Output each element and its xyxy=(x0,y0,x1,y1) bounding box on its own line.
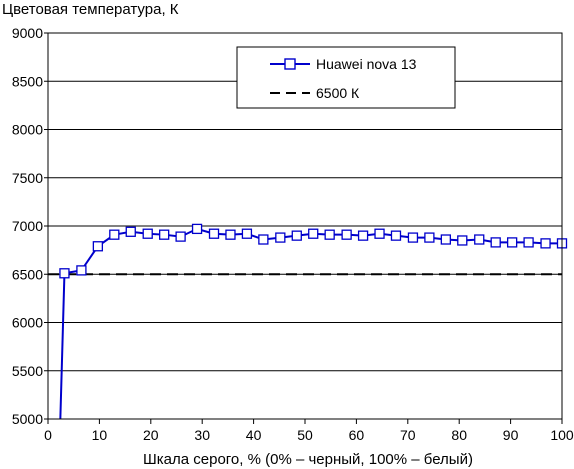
data-point xyxy=(407,232,419,243)
data-point xyxy=(125,226,136,237)
x-tick-label: 70 xyxy=(400,427,416,443)
data-point xyxy=(357,230,369,241)
y-axis-title: Цветовая температура, К xyxy=(2,1,179,18)
data-point xyxy=(59,268,70,279)
series-line xyxy=(59,227,562,420)
data-point xyxy=(490,237,501,248)
y-tick-label: 8500 xyxy=(12,73,43,89)
y-tick-label: 6000 xyxy=(12,315,43,331)
x-tick-label: 20 xyxy=(143,427,159,443)
plot-area-border xyxy=(47,32,563,420)
gridlines xyxy=(48,80,562,372)
data-point xyxy=(142,228,153,239)
data-point xyxy=(308,228,319,239)
y-tick-label: 7000 xyxy=(12,218,43,234)
data-point xyxy=(424,232,435,243)
data-point xyxy=(523,237,534,248)
x-tick-label: 100 xyxy=(550,427,574,443)
data-point xyxy=(225,229,236,240)
legend-marker-main xyxy=(284,58,296,70)
data-point xyxy=(92,241,104,252)
y-tick-label: 9000 xyxy=(12,25,43,41)
data-point xyxy=(291,230,302,241)
data-point xyxy=(457,235,468,246)
x-tick-label: 40 xyxy=(246,427,262,443)
data-point xyxy=(540,238,551,249)
data-point xyxy=(191,223,203,235)
y-tick-label: 8000 xyxy=(12,122,43,138)
y-tick-labels: 5000 5500 6000 6500 7000 7500 8000 8500 9000 xyxy=(12,25,48,427)
data-point xyxy=(109,229,120,240)
legend-box xyxy=(236,46,456,109)
x-tick-label: 90 xyxy=(503,427,519,443)
data-point xyxy=(175,231,186,242)
x-tick-label: 80 xyxy=(451,427,467,443)
x-tick-marks xyxy=(47,419,563,424)
y-tick-label: 7500 xyxy=(12,170,43,186)
data-point xyxy=(374,228,385,239)
data-point xyxy=(241,228,253,239)
main-series xyxy=(59,223,568,420)
data-point xyxy=(474,234,485,245)
data-point xyxy=(76,265,87,276)
x-tick-labels: 0 10 20 30 40 50 60 70 80 90 100 xyxy=(44,427,574,443)
x-tick-label: 60 xyxy=(349,427,365,443)
legend: Huawei nova 13 6500 К xyxy=(236,46,456,109)
data-point xyxy=(341,229,352,240)
data-point xyxy=(324,229,335,240)
data-point xyxy=(390,230,402,241)
legend-label-main: Huawei nova 13 xyxy=(316,56,417,72)
data-point xyxy=(258,234,269,245)
x-tick-label: 10 xyxy=(92,427,108,443)
x-tick-label: 50 xyxy=(297,427,313,443)
y-tick-label: 5000 xyxy=(12,411,43,427)
data-point xyxy=(440,234,451,245)
data-point xyxy=(506,237,518,248)
y-tick-label: 5500 xyxy=(12,363,43,379)
x-tick-label: 0 xyxy=(44,427,52,443)
y-tick-label: 6500 xyxy=(12,266,43,282)
data-point xyxy=(208,228,220,239)
x-tick-label: 30 xyxy=(194,427,210,443)
legend-label-reference: 6500 К xyxy=(316,85,360,101)
data-point xyxy=(275,232,286,243)
x-axis-title: Шкала серого, % (0% – черный, 100% – бел… xyxy=(143,451,473,468)
data-point xyxy=(159,229,170,240)
